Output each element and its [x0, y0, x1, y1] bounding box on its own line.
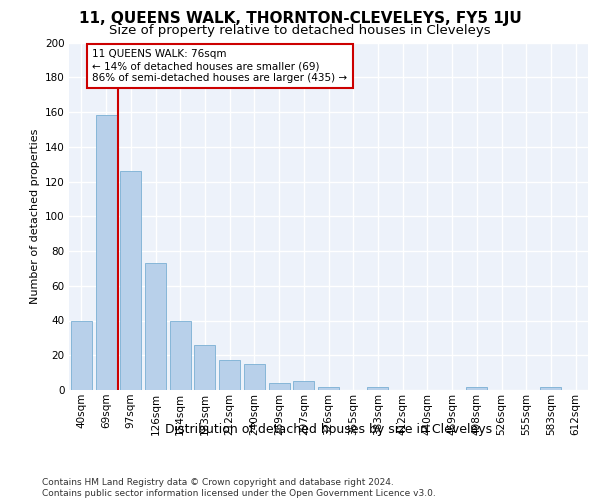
- Text: 11 QUEENS WALK: 76sqm
← 14% of detached houses are smaller (69)
86% of semi-deta: 11 QUEENS WALK: 76sqm ← 14% of detached …: [92, 50, 347, 82]
- Bar: [95, 116, 116, 390]
- Bar: [466, 386, 487, 390]
- Bar: [170, 320, 191, 390]
- Bar: [71, 320, 92, 390]
- Bar: [244, 364, 265, 390]
- Bar: [219, 360, 240, 390]
- Bar: [194, 345, 215, 390]
- Bar: [541, 386, 562, 390]
- Bar: [367, 386, 388, 390]
- Bar: [318, 386, 339, 390]
- Bar: [293, 382, 314, 390]
- Bar: [120, 171, 141, 390]
- Text: Contains HM Land Registry data © Crown copyright and database right 2024.
Contai: Contains HM Land Registry data © Crown c…: [42, 478, 436, 498]
- Bar: [269, 383, 290, 390]
- Bar: [145, 263, 166, 390]
- Text: 11, QUEENS WALK, THORNTON-CLEVELEYS, FY5 1JU: 11, QUEENS WALK, THORNTON-CLEVELEYS, FY5…: [79, 11, 521, 26]
- Text: Distribution of detached houses by size in Cleveleys: Distribution of detached houses by size …: [165, 422, 493, 436]
- Y-axis label: Number of detached properties: Number of detached properties: [29, 128, 40, 304]
- Text: Size of property relative to detached houses in Cleveleys: Size of property relative to detached ho…: [109, 24, 491, 37]
